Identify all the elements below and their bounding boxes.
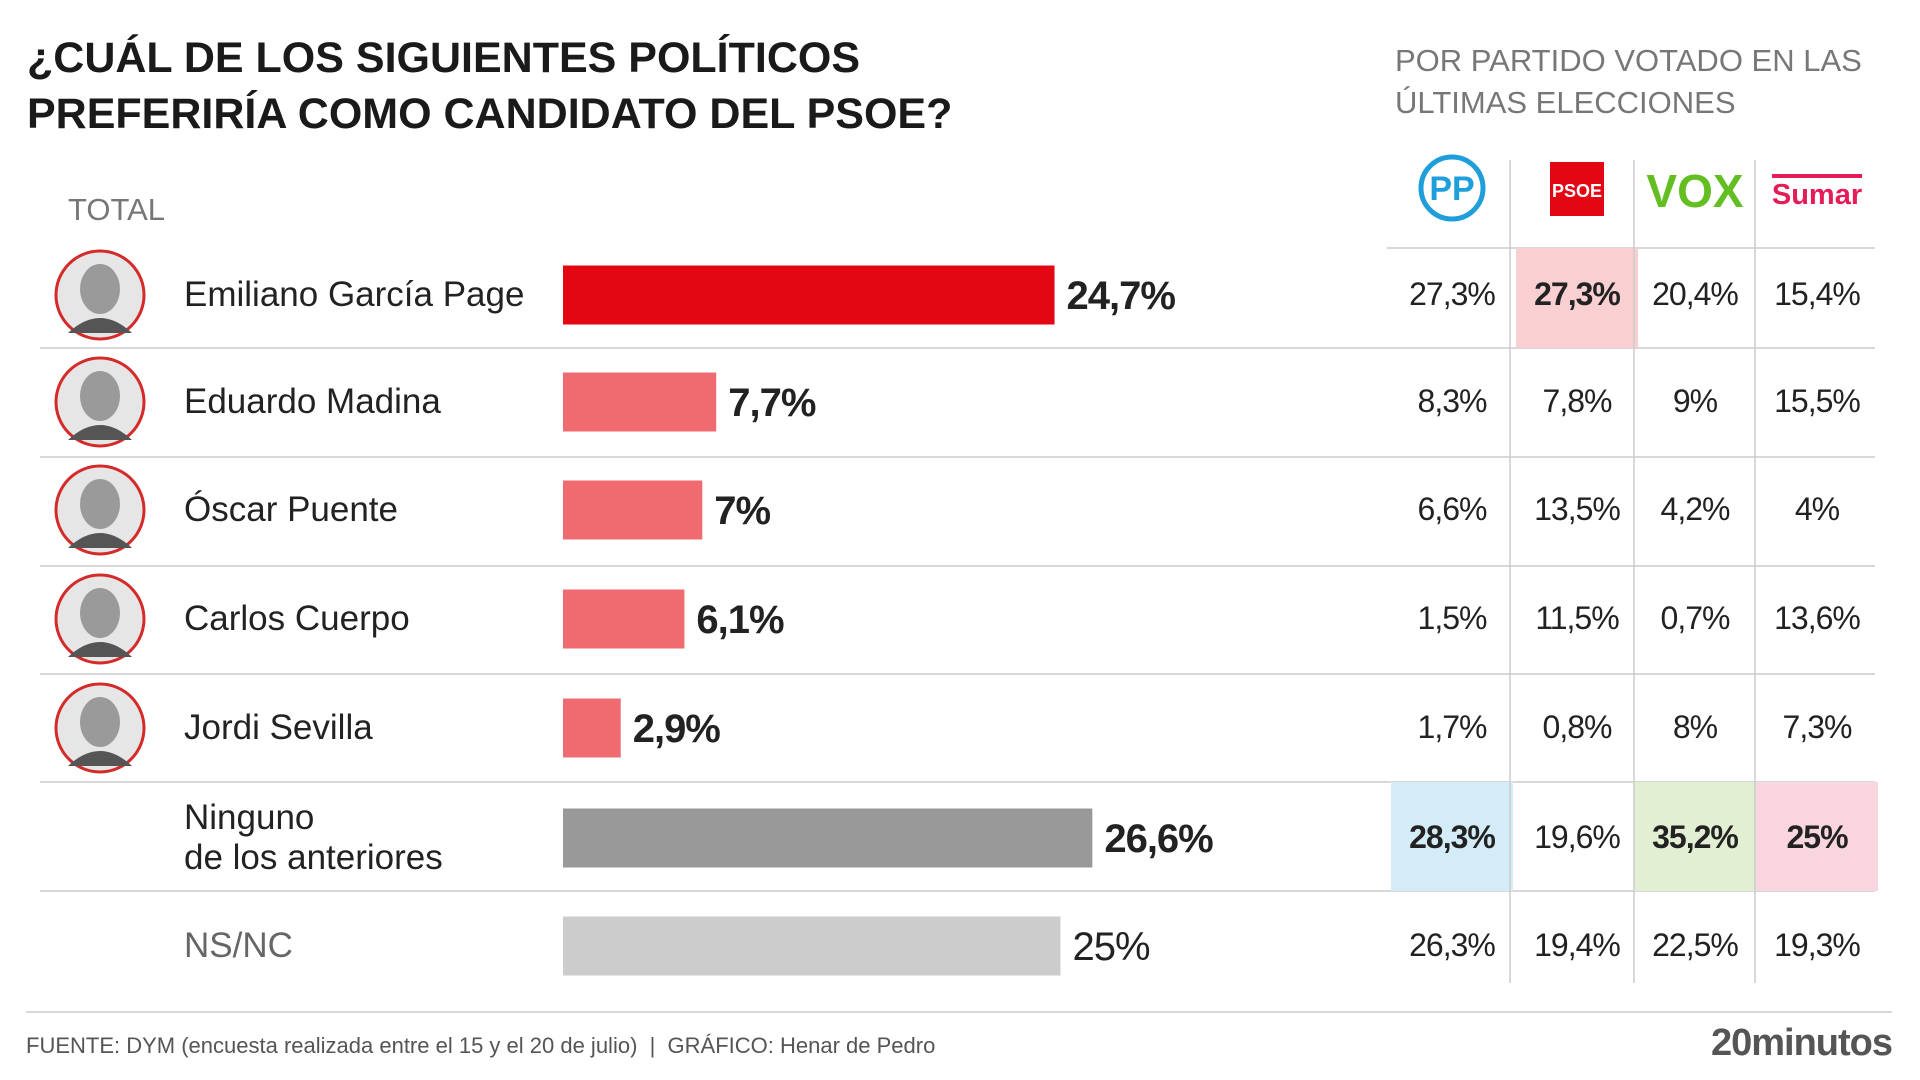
value-label: 7% bbox=[714, 489, 770, 533]
photo-head bbox=[80, 479, 120, 529]
category-label: NS/NC bbox=[184, 926, 293, 965]
category-label: Óscar Puente bbox=[184, 490, 398, 529]
photo-shoulders bbox=[68, 642, 132, 657]
photo-shoulders bbox=[68, 533, 132, 548]
photo-shoulders bbox=[68, 425, 132, 440]
category-label: Carlos Cuerpo bbox=[184, 599, 410, 638]
subtitle: POR PARTIDO VOTADO EN LAS ÚLTIMAS ELECCI… bbox=[1395, 43, 1862, 120]
table-cell: 1,7% bbox=[1417, 709, 1488, 745]
value-label: 6,1% bbox=[696, 598, 784, 642]
table-cell: 19,6% bbox=[1534, 819, 1621, 855]
brand: 20minutos bbox=[1710, 1022, 1893, 1064]
photo-head bbox=[80, 588, 120, 638]
value-label: 2,9% bbox=[633, 707, 721, 751]
table-cell: 11,5% bbox=[1535, 600, 1619, 636]
table-cell: 27,3% bbox=[1534, 276, 1621, 312]
sumar-logo-line bbox=[1772, 174, 1862, 178]
table-cell: 4% bbox=[1794, 491, 1840, 527]
bar bbox=[563, 916, 1061, 976]
pp-logo bbox=[1418, 154, 1486, 222]
table-cell: 27,3% bbox=[1409, 276, 1496, 312]
category-label: Emiliano García Page bbox=[184, 275, 525, 314]
table-cell: 28,3% bbox=[1409, 819, 1496, 855]
table-cell: 15,5% bbox=[1774, 383, 1861, 419]
table-cell: 13,5% bbox=[1534, 491, 1621, 527]
table-cell: 26,3% bbox=[1409, 927, 1496, 963]
photo-shoulders bbox=[68, 318, 132, 333]
total-label: TOTAL bbox=[68, 192, 166, 227]
table-cell: 1,5% bbox=[1417, 600, 1488, 636]
table-cell: 13,6% bbox=[1774, 600, 1861, 636]
bar bbox=[563, 808, 1093, 868]
category-label: Ninguno de los anteriores bbox=[184, 798, 443, 877]
table-cell: 19,4% bbox=[1534, 927, 1621, 963]
cell-highlight bbox=[1516, 248, 1638, 348]
table-cell: 8,3% bbox=[1417, 383, 1488, 419]
category-label: Eduardo Madina bbox=[184, 382, 441, 421]
bar bbox=[563, 589, 685, 649]
bar bbox=[563, 480, 703, 540]
table-cell: 22,5% bbox=[1652, 927, 1739, 963]
value-label: 25% bbox=[1073, 925, 1150, 969]
bar bbox=[563, 265, 1055, 325]
table-cell: 7,3% bbox=[1782, 709, 1853, 745]
psoe-logo bbox=[1550, 162, 1604, 216]
table-cell: 19,3% bbox=[1774, 927, 1861, 963]
table-cell: 35,2% bbox=[1652, 819, 1739, 855]
cell-highlight bbox=[1756, 782, 1878, 891]
cell-highlight bbox=[1391, 782, 1513, 891]
bar bbox=[563, 372, 717, 432]
table-cell: 15,4% bbox=[1774, 276, 1861, 312]
table-cell: 9% bbox=[1672, 383, 1718, 419]
photo-head bbox=[80, 264, 120, 314]
table-cell: 6,6% bbox=[1417, 491, 1488, 527]
column-header: PSOE bbox=[1552, 181, 1602, 201]
table-cell: 25% bbox=[1786, 819, 1848, 855]
photo-head bbox=[80, 371, 120, 421]
table-cell: 0,8% bbox=[1542, 709, 1613, 745]
category-label: Jordi Sevilla bbox=[184, 708, 373, 747]
table-cell: 8% bbox=[1672, 709, 1718, 745]
table-cell: 7,8% bbox=[1542, 383, 1613, 419]
column-header: PP bbox=[1429, 170, 1474, 208]
table-cell: 0,7% bbox=[1660, 600, 1731, 636]
value-label: 7,7% bbox=[728, 381, 816, 425]
photo-shoulders bbox=[68, 751, 132, 766]
table-cell: 20,4% bbox=[1652, 276, 1739, 312]
table-cell: 4,2% bbox=[1660, 491, 1731, 527]
column-header: VOX bbox=[1646, 165, 1743, 217]
cell-highlight bbox=[1634, 782, 1756, 891]
value-label: 26,6% bbox=[1104, 817, 1213, 861]
photo-head bbox=[80, 697, 120, 747]
chart-title: ¿CUÁL DE LOS SIGUIENTES POLÍTICOS PREFER… bbox=[27, 34, 953, 138]
source: FUENTE: DYM (encuesta realizada entre el… bbox=[26, 1033, 936, 1058]
value-label: 24,7% bbox=[1067, 274, 1176, 318]
column-header: Sumar bbox=[1772, 179, 1862, 211]
bar bbox=[563, 698, 621, 758]
